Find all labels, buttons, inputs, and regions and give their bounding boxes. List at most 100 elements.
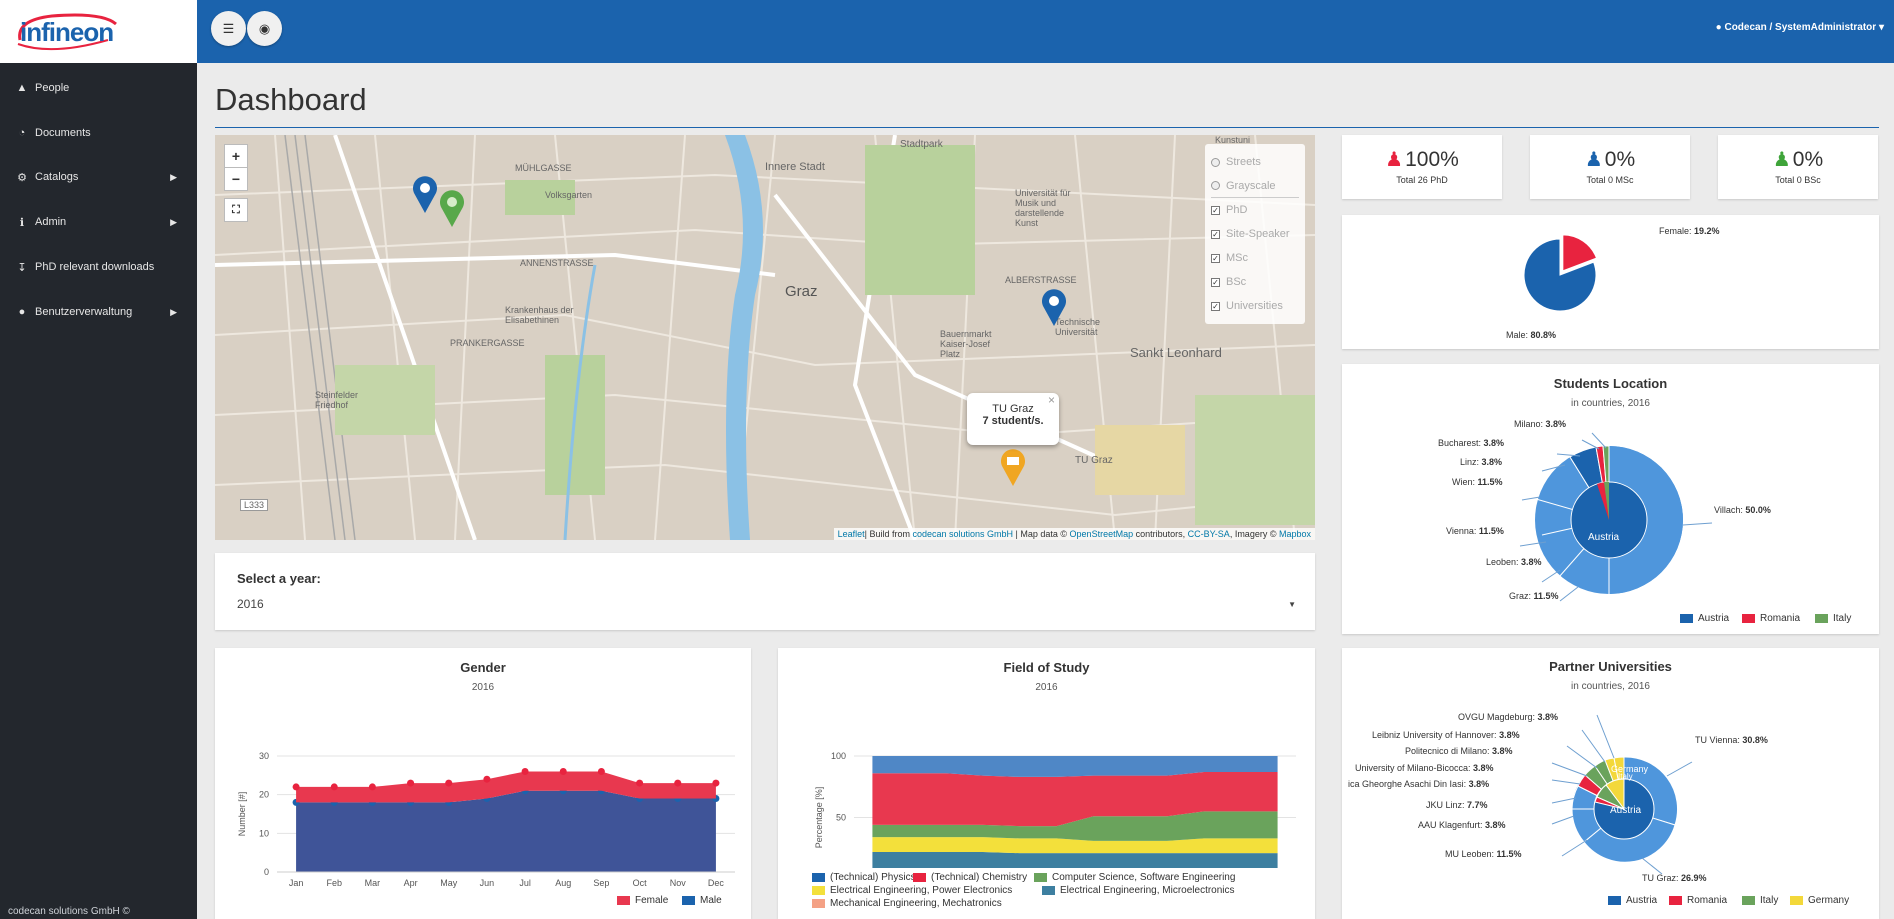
pie-callout-name: Vienna: [1446, 526, 1479, 536]
pie-callout-label: Vienna: 11.5% [1446, 526, 1504, 536]
layer-site-speaker[interactable]: ✓ Site-Speaker [1211, 222, 1299, 246]
layer-universities[interactable]: ✓ Universities [1211, 294, 1299, 318]
sidebar-item-phd-downloads[interactable]: ↧ PhD relevant downloads [0, 252, 197, 282]
legend-swatch [1042, 886, 1055, 895]
footer-copyright: codecan solutions GmbH © [8, 906, 130, 917]
legend-label: Austria [1698, 613, 1730, 624]
legend-item-power-electronics[interactable]: Electrical Engineering, Power Electronic… [812, 885, 1012, 896]
menu-toggle-button[interactable]: ☰ [211, 11, 246, 46]
sidebar-item-documents[interactable]: ◔ Documents [0, 118, 197, 148]
legend-item-austria[interactable]: Austria [1680, 613, 1729, 624]
marker-tu-pin[interactable] [1039, 288, 1069, 328]
sidebar-item-people[interactable]: ▲ People [0, 73, 197, 103]
sidebar-item-benutzerverwaltung[interactable]: ● Benutzerverwaltung ▶ [0, 297, 197, 327]
area-series-female[interactable] [296, 771, 716, 803]
y-tick-label: 30 [259, 751, 269, 761]
data-point[interactable] [445, 779, 453, 787]
pie-slice-male[interactable] [1523, 238, 1597, 312]
legend-item-italy[interactable]: Italy [1815, 613, 1851, 624]
data-point[interactable] [559, 767, 567, 775]
partner-universities-chart [1551, 714, 1693, 875]
legend-item-microelectronics[interactable]: Electrical Engineering, Microelectronics [1042, 885, 1235, 896]
area-series-electrical-engineering-power-electronics[interactable] [872, 837, 1278, 854]
data-point[interactable] [674, 779, 682, 787]
map-view[interactable]: Innere Stadt Stadtpark Graz Sankt Leonha… [215, 135, 1315, 540]
pie-callout-pct: 11.5% [1478, 526, 1504, 536]
legend-item-physics[interactable]: (Technical) Physics [812, 872, 916, 883]
layer-grayscale[interactable]: Grayscale [1211, 174, 1299, 198]
pie-slice-female[interactable] [1562, 234, 1598, 272]
legend-item-male[interactable]: Male [682, 895, 722, 906]
legend-label: (Technical) Chemistry [931, 872, 1028, 883]
pie-callout-pct: 11.5% [1496, 849, 1522, 859]
layer-bsc[interactable]: ✓ BSc [1211, 270, 1299, 294]
students-location-subtitle: in countries, 2016 [1571, 398, 1650, 409]
data-point[interactable] [712, 779, 720, 787]
area-series-male[interactable] [296, 790, 716, 872]
popup-close-icon[interactable]: × [1047, 393, 1055, 407]
pie-callout-pct: 3.8% [1537, 712, 1559, 722]
mapbox-link[interactable]: Mapbox [1278, 529, 1311, 539]
x-tick-label: Oct [633, 878, 648, 888]
infineon-logo[interactable]: infineon [0, 0, 197, 63]
stat-msc: ♟ 0% Total 0 MSc [1530, 135, 1690, 199]
data-point[interactable] [407, 779, 415, 787]
marker-phd-pin[interactable] [410, 175, 440, 215]
area-series-electrical-engineering-microelectronics[interactable] [872, 851, 1278, 868]
popup-text: 7 student/s. [982, 415, 1044, 427]
data-point[interactable] [597, 767, 605, 775]
checkbox-checked-icon: ✓ [1211, 253, 1220, 263]
pie-callout-name: JKU Linz: [1426, 800, 1468, 810]
zoom-in-button[interactable]: + [224, 144, 248, 168]
zoom-out-button[interactable]: − [224, 167, 248, 191]
data-point[interactable] [521, 767, 529, 775]
legend-item-romania[interactable]: Romania [1742, 613, 1800, 624]
marker-university-pin[interactable] [998, 448, 1028, 488]
year-select[interactable]: 2016 ▼ [237, 593, 1302, 615]
legend-item-germany[interactable]: Germany [1790, 895, 1849, 906]
dashboard-button[interactable]: ◉ [247, 11, 282, 46]
user-icon: ● [1715, 22, 1725, 33]
legend-item-mechanical[interactable]: Mechanical Engineering, Mechatronics [812, 898, 1002, 909]
pie-callout-label: Graz: 11.5% [1509, 591, 1559, 601]
data-point[interactable] [636, 779, 644, 787]
legend-item-computer-science[interactable]: Computer Science, Software Engineering [1034, 872, 1235, 883]
codecan-link[interactable]: codecan solutions GmbH [912, 529, 1014, 539]
user-menu[interactable]: ● Codecan / SystemAdministrator ▾ [1716, 22, 1884, 33]
layer-streets[interactable]: Streets [1211, 150, 1299, 174]
person-msc-icon: ♟ [1584, 149, 1603, 171]
marker-site-speaker-pin[interactable] [437, 189, 467, 229]
data-point[interactable] [483, 775, 491, 783]
dashboard-icon: ◉ [258, 20, 271, 36]
pie-callout-pct: 3.8% [1499, 730, 1520, 740]
area-series--technical-chemistry[interactable] [872, 771, 1278, 827]
area-series--technical-physics[interactable] [872, 756, 1278, 777]
gender-chart-subtitle: 2016 [471, 682, 495, 693]
sidebar-item-admin[interactable]: ℹ Admin ▶ [0, 207, 197, 237]
inner-label-germany: Germany [1611, 764, 1649, 774]
data-point[interactable] [368, 783, 376, 791]
legend-item-romania[interactable]: Romania [1669, 895, 1727, 906]
legend-swatch [1742, 614, 1755, 623]
x-tick-label: Nov [670, 878, 687, 888]
map-label-graz: Graz [785, 283, 818, 300]
sidebar-item-catalogs[interactable]: ⚙ Catalogs ▶ [0, 162, 197, 192]
data-point[interactable] [330, 783, 338, 791]
pie-label-name: Male [1506, 330, 1526, 340]
layer-msc[interactable]: ✓ MSc [1211, 246, 1299, 270]
osm-link[interactable]: OpenStreetMap [1069, 529, 1134, 539]
legend-item-austria[interactable]: Austria [1608, 895, 1657, 906]
area-series-computer-science-software-engineering[interactable] [872, 811, 1278, 841]
pie-callout-pct: 3.8% [1483, 438, 1505, 448]
stat-label: Total 0 MSc [1586, 175, 1634, 185]
leaflet-link[interactable]: Leaflet [837, 529, 865, 539]
legend-item-italy[interactable]: Italy [1742, 895, 1778, 906]
layer-phd[interactable]: ✓ PhD [1211, 198, 1299, 222]
fullscreen-button[interactable]: ⛶ [224, 198, 248, 222]
license-link[interactable]: CC-BY-SA [1187, 529, 1230, 539]
legend-item-female[interactable]: Female [617, 895, 668, 906]
legend-item-chemistry[interactable]: (Technical) Chemistry [913, 872, 1027, 883]
stat-label: Total 0 BSc [1775, 175, 1821, 185]
data-point[interactable] [292, 783, 300, 791]
pie-callout-label: Bucharest: 3.8% [1438, 438, 1504, 448]
